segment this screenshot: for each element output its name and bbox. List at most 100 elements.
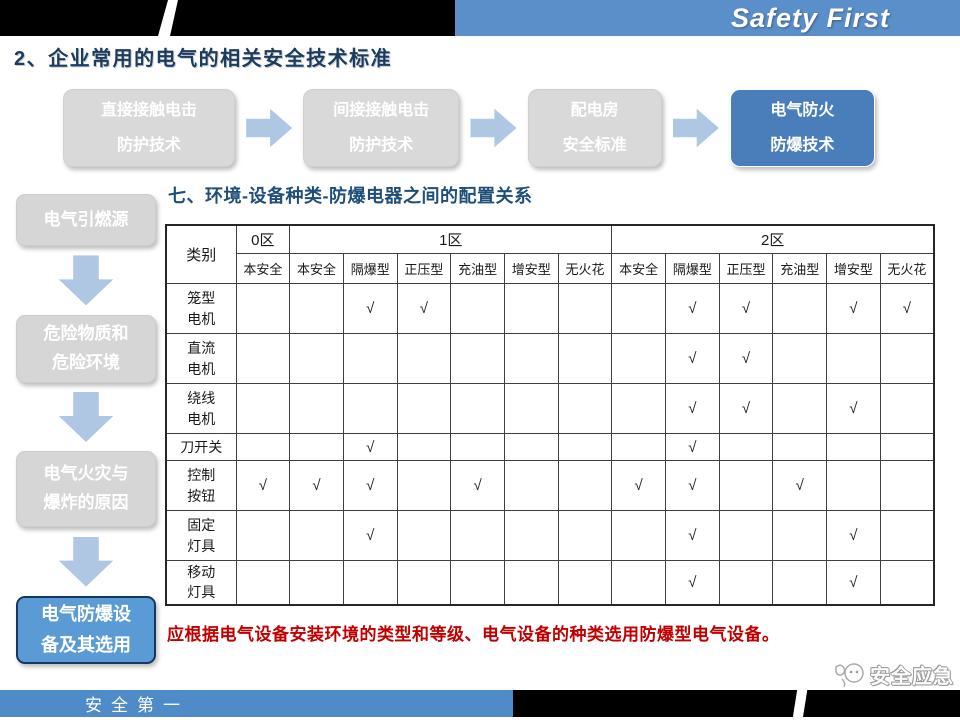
top-bar-accent: Safety First xyxy=(455,0,960,36)
table-row: 直流 电机 √ √ xyxy=(165,333,935,384)
type-header-cell: 正压型 xyxy=(718,253,774,284)
check-cell xyxy=(611,560,666,605)
check-cell xyxy=(557,460,613,511)
type-header-cell: 本安全 xyxy=(611,253,666,284)
check-cell: √ xyxy=(665,510,720,561)
table-row: 笼型 电机 √ √ √ √ √ √ xyxy=(165,283,935,334)
check-cell xyxy=(557,560,613,605)
check-cell: √ xyxy=(772,460,828,511)
check-cell xyxy=(611,383,666,434)
check-cell xyxy=(611,283,666,334)
check-cell: √ xyxy=(826,560,881,605)
flow-step-direct-shock-protection: 直接接触电击 防护技术 xyxy=(63,89,235,167)
right-arrow-icon xyxy=(672,108,719,148)
check-cell xyxy=(450,283,505,334)
check-cell: √ xyxy=(342,460,398,511)
note-text: 应根据电气设备安装环境的类型和等级、电气设备的种类选用防爆型电气设备。 xyxy=(167,625,780,644)
check-cell xyxy=(503,510,559,561)
type-header-row: 本安全 本安全 隔爆型 正压型 充油型 增安型 无火花 本安全 隔爆型 正压型 充油型 增安型 无火花 xyxy=(166,253,935,284)
check-cell xyxy=(342,383,398,434)
zone-header-cell: 1区 xyxy=(289,224,613,254)
check-cell: √ xyxy=(450,460,505,511)
type-header-cell: 无火花 xyxy=(879,253,935,284)
check-cell xyxy=(772,560,828,605)
type-header-cell: 充油型 xyxy=(772,253,828,284)
check-cell: √ xyxy=(342,283,398,334)
flow-chart: 直接接触电击 防护技术 间接接触电击 防护技术 配电房 安全标准 电气防火 防爆… xyxy=(63,88,875,168)
check-cell xyxy=(450,433,505,461)
check-cell xyxy=(235,283,291,334)
check-cell xyxy=(879,510,935,561)
sidebar-step-explosion-proof-equipment-selection: 电气防爆设 备及其选用 xyxy=(16,595,156,664)
check-cell xyxy=(826,433,881,461)
check-cell: √ xyxy=(289,460,344,511)
row-label-cell: 笼型 电机 xyxy=(165,283,237,334)
section-title: 七、环境-设备种类-防爆电器之间的配置关系 xyxy=(168,186,533,206)
check-cell xyxy=(289,510,344,561)
check-cell xyxy=(826,333,881,384)
check-cell: √ xyxy=(396,283,452,334)
type-header-cell: 本安全 xyxy=(235,253,291,284)
down-arrow-icon xyxy=(58,391,114,442)
check-cell xyxy=(396,560,452,605)
type-header-cell: 充油型 xyxy=(450,253,505,284)
type-header-cell: 隔爆型 xyxy=(342,253,398,284)
flow-step-fire-explosion-protection: 电气防火 防爆技术 xyxy=(729,89,875,167)
check-cell xyxy=(503,560,559,605)
right-arrow-icon xyxy=(246,108,293,148)
bottom-bar-black xyxy=(513,684,960,720)
check-cell xyxy=(342,560,398,605)
check-cell: √ xyxy=(826,283,881,334)
check-cell xyxy=(235,510,291,561)
row-label-cell: 绕线 电机 xyxy=(165,383,237,434)
zone-header-row: 类别 0区 1区 2区 xyxy=(165,224,935,284)
check-cell xyxy=(557,510,613,561)
check-cell: √ xyxy=(342,433,398,461)
type-header-cell: 正压型 xyxy=(396,253,452,284)
check-cell xyxy=(235,433,291,461)
check-cell: √ xyxy=(665,333,720,384)
check-cell: √ xyxy=(611,460,666,511)
check-cell: √ xyxy=(235,460,291,511)
bottom-bar-blue: 安全第一 xyxy=(0,690,513,717)
check-cell: √ xyxy=(879,283,935,334)
type-header-cell: 增安型 xyxy=(503,253,559,284)
check-cell xyxy=(879,333,935,384)
table-row: 移动 灯具 √ √ xyxy=(165,560,935,605)
check-cell: √ xyxy=(718,333,774,384)
check-cell: √ xyxy=(665,460,720,511)
check-cell: √ xyxy=(665,283,720,334)
row-label-cell: 移动 灯具 xyxy=(165,560,237,605)
check-cell: √ xyxy=(718,283,774,334)
logo-text: 安全应急 xyxy=(870,666,954,688)
check-cell xyxy=(289,433,344,461)
table-corner-cell: 类别 xyxy=(165,224,237,284)
zone-header-cell: 2区 xyxy=(611,224,935,254)
check-cell xyxy=(611,433,666,461)
check-cell xyxy=(879,460,935,511)
check-cell xyxy=(718,510,774,561)
check-cell xyxy=(503,333,559,384)
check-cell: √ xyxy=(342,510,398,561)
config-table: 类别 0区 1区 2区 本安全 本安全 隔爆型 正压型 充油型 增安型 无火花 本安全 隔爆型 正压型 充油… xyxy=(165,224,935,606)
safety-emergency-logo-icon xyxy=(835,663,864,688)
check-cell: √ xyxy=(665,560,720,605)
check-cell xyxy=(879,560,935,605)
type-header-cell: 本安全 xyxy=(289,253,344,284)
check-cell xyxy=(450,333,505,384)
check-cell: √ xyxy=(665,383,720,434)
right-arrow-icon xyxy=(470,108,517,148)
type-header-cell: 增安型 xyxy=(826,253,881,284)
page-title: 2、企业常用的电气的相关安全技术标准 xyxy=(14,48,393,70)
check-cell xyxy=(289,383,344,434)
flow-step-distribution-room-standard: 配电房 安全标准 xyxy=(527,89,662,167)
check-cell xyxy=(289,333,344,384)
check-cell xyxy=(772,333,828,384)
type-header-cell: 隔爆型 xyxy=(665,253,720,284)
check-cell xyxy=(235,560,291,605)
top-bar-black-segment-1 xyxy=(0,0,168,36)
check-cell xyxy=(772,433,828,461)
sidebar-flow: 电气引燃源 危险物质和 危险环境 电气火灾与 爆炸的原因 电气防爆设 备及其选用 xyxy=(15,194,157,664)
slogan-text: 安全第一 xyxy=(85,696,189,715)
check-cell xyxy=(396,333,452,384)
